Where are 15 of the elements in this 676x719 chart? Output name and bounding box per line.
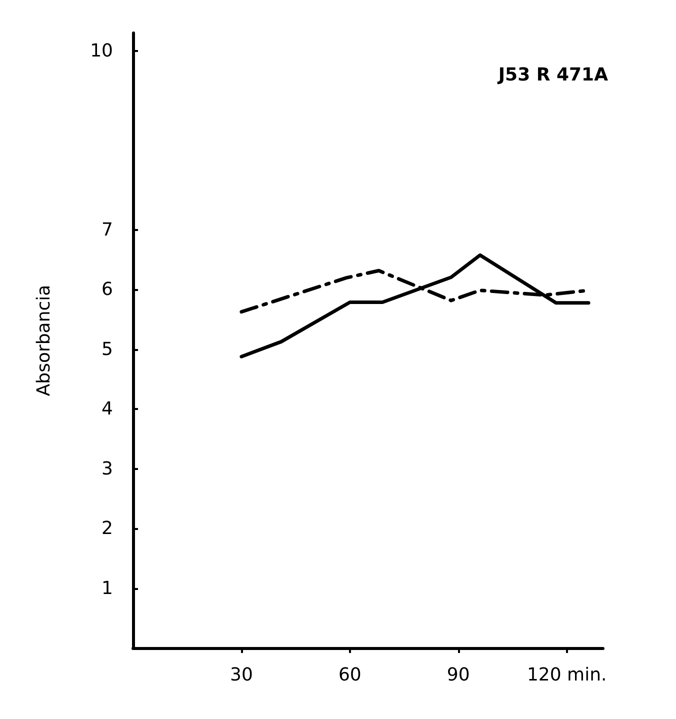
y-axis-title: Absorbancia — [34, 284, 54, 396]
annotation: J53 R 471A — [496, 64, 608, 86]
x-tick-label: 30 — [230, 664, 253, 686]
y-tick-label: 10 — [90, 40, 113, 62]
y-tick-label: 1 — [102, 578, 113, 599]
y-tick-label: 2 — [102, 518, 113, 540]
y-tick-label: 5 — [102, 338, 113, 360]
x-tick-label: 90 — [446, 664, 470, 686]
y-tick-label: 3 — [102, 458, 113, 480]
y-tick-label: 7 — [102, 220, 113, 241]
y-tick-label: 4 — [102, 398, 113, 420]
x-tick-label: 120 min. — [526, 664, 607, 686]
x-tick-label: 60 — [338, 664, 362, 686]
line-series — [240, 253, 590, 358]
y-tick-label: 6 — [102, 279, 113, 300]
